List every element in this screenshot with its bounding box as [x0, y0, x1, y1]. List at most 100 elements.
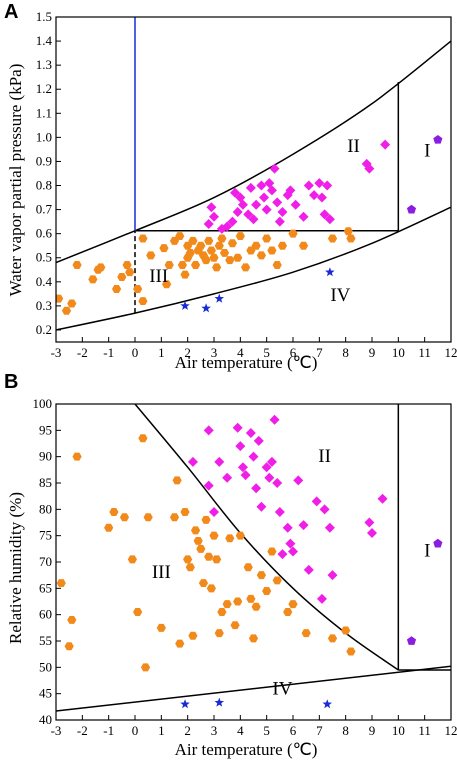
star-point: [201, 303, 211, 313]
diamond-point: [261, 462, 272, 473]
hexagon-point: [119, 513, 130, 522]
diamond-point: [272, 197, 283, 208]
x-tick-label: 11: [418, 723, 431, 738]
panel-a-xlabel: Air temperature (℃): [175, 353, 318, 372]
x-tick-label: 4: [237, 723, 244, 738]
hexagon-point: [138, 234, 148, 243]
hexagon-point: [109, 507, 119, 516]
hexagon-point: [196, 241, 206, 250]
hexagon-point: [346, 647, 356, 656]
y-tick-label: 100: [33, 396, 53, 411]
y-tick-label: 70: [39, 554, 52, 569]
region-label: II: [347, 136, 360, 157]
y-tick-label: 1.4: [36, 33, 53, 48]
diamond-point: [364, 517, 375, 528]
diamond-point: [251, 199, 262, 210]
x-tick-label: 1: [158, 723, 165, 738]
hexagon-point: [164, 260, 174, 269]
hexagon-point: [272, 260, 282, 269]
x-tick-label: -2: [77, 723, 88, 738]
hexagon-point: [156, 623, 166, 632]
hexagon-point: [262, 234, 272, 243]
diamond-point: [311, 496, 322, 507]
hexagon-point: [201, 515, 211, 524]
diamond-point: [245, 427, 256, 438]
y-tick-label: 45: [39, 686, 52, 701]
y-tick-label: 75: [39, 528, 52, 543]
diamond-point: [209, 506, 219, 517]
hexagon-point: [222, 600, 232, 609]
hexagon-point: [67, 615, 77, 624]
hexagon-point: [298, 241, 309, 250]
diamond-point: [243, 209, 254, 220]
boundary-dividing-curve: [134, 404, 399, 671]
hexagon-point: [241, 263, 251, 272]
hexagon-point: [343, 227, 353, 236]
x-tick-label: -3: [51, 723, 62, 738]
x-tick-label: -3: [51, 345, 62, 360]
hexagon-point: [111, 285, 122, 294]
diamond-point: [303, 564, 314, 575]
hexagon-point: [277, 241, 288, 250]
diamond-point: [235, 441, 246, 452]
diamond-point: [248, 214, 259, 225]
diamond-point: [232, 207, 243, 217]
diamond-point: [259, 192, 270, 203]
x-tick-label: 9: [369, 345, 376, 360]
diamond-point: [274, 506, 285, 517]
diamond-point: [232, 422, 243, 433]
hexagon-point: [341, 626, 351, 635]
panel-b-letter: B: [4, 371, 18, 393]
hexagon-point: [212, 263, 222, 272]
hexagon-point: [122, 260, 132, 269]
plot-frame: [55, 16, 452, 343]
region-label: III: [152, 562, 171, 583]
y-tick-label: 90: [39, 449, 52, 464]
x-tick-label: 3: [211, 345, 218, 360]
hexagon-point: [201, 256, 211, 265]
hexagon-point: [233, 253, 243, 262]
panel-a: A Water vapor partial pressure (kPa) Air…: [4, 1, 457, 372]
hexagon-point: [267, 547, 277, 556]
y-tick-label: 40: [39, 712, 52, 727]
x-tick-label: 11: [418, 345, 431, 360]
x-tick-label: 8: [342, 345, 349, 360]
y-tick-label: 1.3: [36, 57, 52, 72]
plot-inner: [56, 17, 451, 331]
hexagon-point: [56, 294, 64, 303]
diamond-point: [203, 425, 214, 436]
diamond-point: [240, 470, 251, 481]
star-point: [180, 699, 190, 709]
diamond-point: [214, 456, 225, 467]
y-tick-label: 0.5: [36, 250, 52, 265]
x-tick-label: 8: [342, 723, 349, 738]
x-tick-label: 0: [132, 345, 139, 360]
star-point: [180, 300, 190, 310]
diamond-point: [264, 472, 275, 483]
hexagon-point: [251, 602, 261, 611]
diamond-point: [380, 139, 391, 150]
diamond-point: [203, 480, 214, 491]
hexagon-point: [140, 663, 151, 672]
hexagon-point: [243, 563, 253, 572]
x-tick-label: 0: [132, 723, 139, 738]
hexagon-point: [117, 273, 127, 281]
region-label: IV: [272, 679, 292, 700]
hexagon-point: [272, 576, 282, 585]
y-tick-label: 0.6: [36, 226, 53, 241]
hexagon-point: [219, 248, 230, 257]
star-point: [322, 699, 332, 709]
hexagon-point: [180, 507, 190, 516]
hexagon-point: [56, 579, 66, 588]
y-tick-label: 65: [39, 580, 52, 595]
hexagon-point: [169, 236, 180, 245]
star-point: [214, 293, 225, 303]
x-tick-label: 5: [263, 345, 270, 360]
y-tick-label: 1.2: [36, 81, 52, 96]
y-tick-label: 1.5: [36, 9, 52, 24]
hexagon-point: [72, 452, 82, 461]
y-tick-label: 0.2: [36, 322, 52, 337]
x-tick-label: 10: [392, 345, 405, 360]
hexagon-point: [233, 597, 243, 606]
hexagon-point: [61, 306, 72, 315]
